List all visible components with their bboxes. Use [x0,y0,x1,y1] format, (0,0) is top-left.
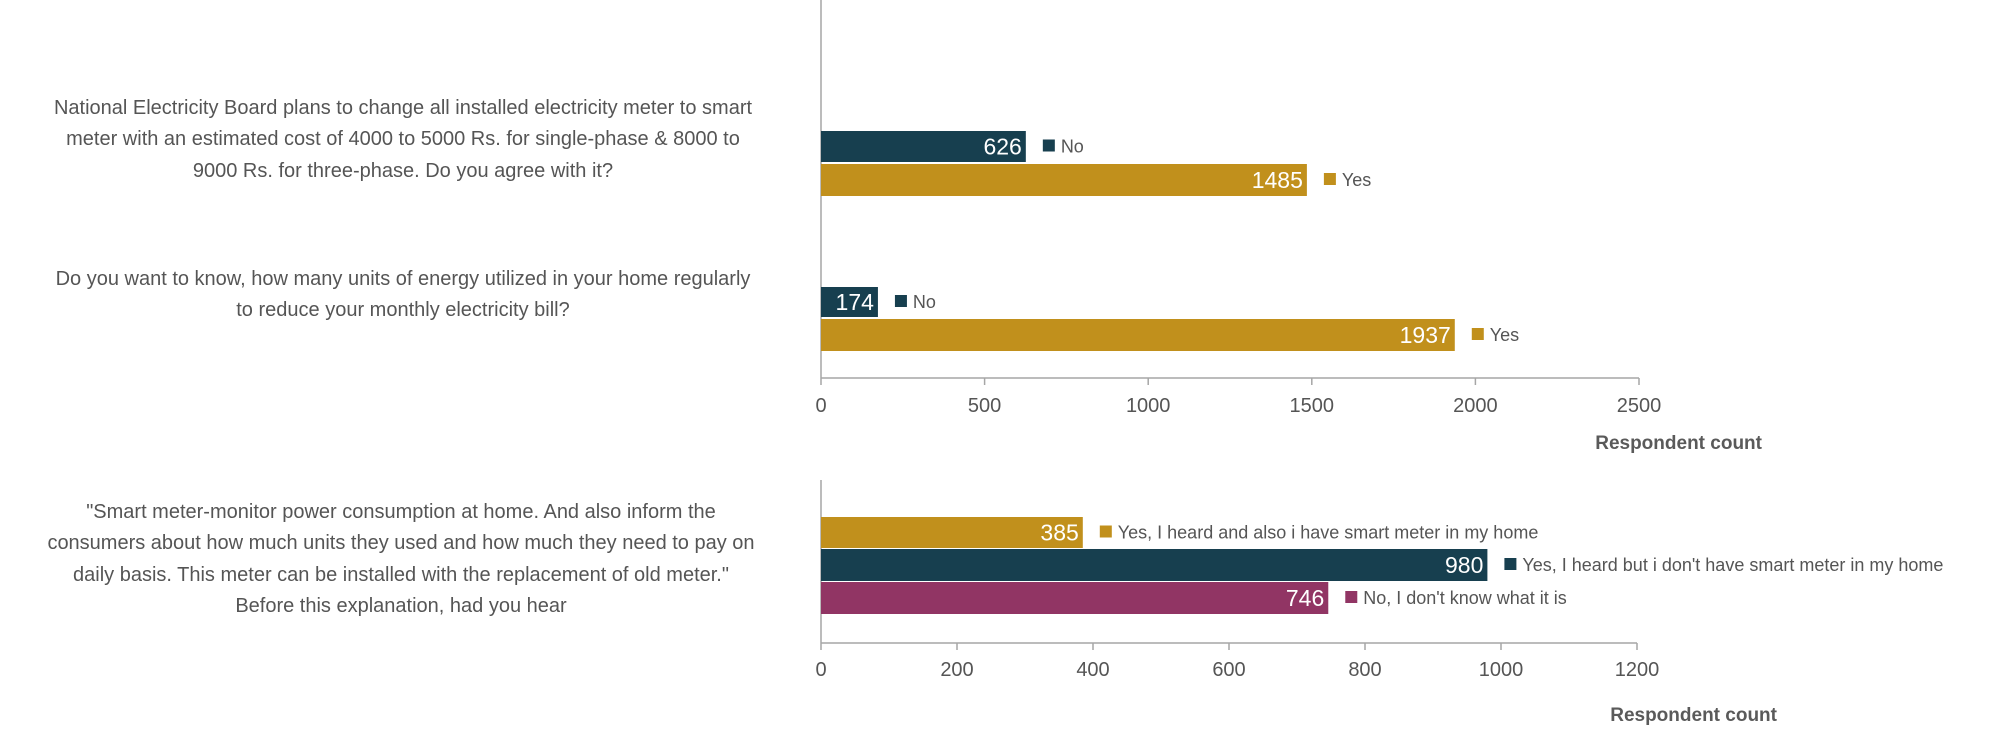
question-label-line: Do you want to know, how many units of e… [56,268,751,290]
bar-value-label: 746 [1286,585,1324,611]
question-label-line: 9000 Rs. for three-phase. Do you agree w… [193,160,613,182]
x-tick-label: 600 [1212,659,1245,681]
legend-swatch [1504,558,1517,570]
question-label-line: to reduce your monthly electricity bill? [236,299,569,321]
x-tick-label: 1200 [1615,659,1660,681]
x-axis-title: Respondent count [1595,433,1762,454]
question-label-line: National Electricity Board plans to chan… [54,97,753,119]
bar-value-label: 980 [1445,552,1483,578]
x-tick-label: 0 [815,659,826,681]
bar-value-label: 385 [1040,520,1078,546]
question-label-line: consumers about how much units they used… [47,532,754,554]
bar-category-label: Yes [1342,170,1371,190]
x-axis-title: Respondent count [1610,705,1777,726]
question-label-line: meter with an estimated cost of 4000 to … [66,128,740,150]
x-tick-label: 800 [1348,659,1381,681]
x-tick-label: 1000 [1126,395,1171,417]
bar [821,517,1083,548]
bar-category-label: No [913,292,936,312]
bar [821,582,1329,614]
legend-swatch [894,295,907,307]
bar-category-label: No [1061,137,1084,157]
bar-category-label: Yes, I heard but i don't have smart mete… [1522,555,1943,575]
legend-swatch [1345,591,1358,603]
question-label-line: daily basis. This meter can be installed… [73,564,729,586]
bar-category-label: Yes, I heard and also i have smart meter… [1118,523,1539,543]
x-tick-label: 200 [940,659,973,681]
question-label-line: "Smart meter-monitor power consumption a… [86,501,716,523]
x-tick-label: 500 [968,395,1001,417]
bar [821,131,1026,162]
legend-swatch [1042,139,1055,152]
x-tick-label: 400 [1076,659,1109,681]
legend-swatch [1471,328,1484,340]
bar [821,549,1488,581]
bar [821,164,1307,196]
bar-category-label: Yes [1490,325,1519,345]
x-tick-label: 1500 [1290,395,1335,417]
x-tick-label: 0 [815,395,826,417]
bar-value-label: 174 [836,289,875,315]
bar-value-label: 1937 [1400,322,1451,348]
legend-swatch [1323,173,1336,185]
x-tick-label: 2500 [1617,395,1662,417]
x-tick-label: 2000 [1453,395,1498,417]
bar-value-label: 626 [983,134,1021,160]
bar-value-label: 1485 [1252,167,1303,193]
x-tick-label: 1000 [1479,659,1524,681]
bar-category-label: No, I don't know what it is [1363,588,1567,608]
bar [821,287,878,317]
bar [821,319,1455,351]
question-label-line: Before this explanation, had you hear [235,595,567,617]
legend-swatch [1099,525,1112,538]
